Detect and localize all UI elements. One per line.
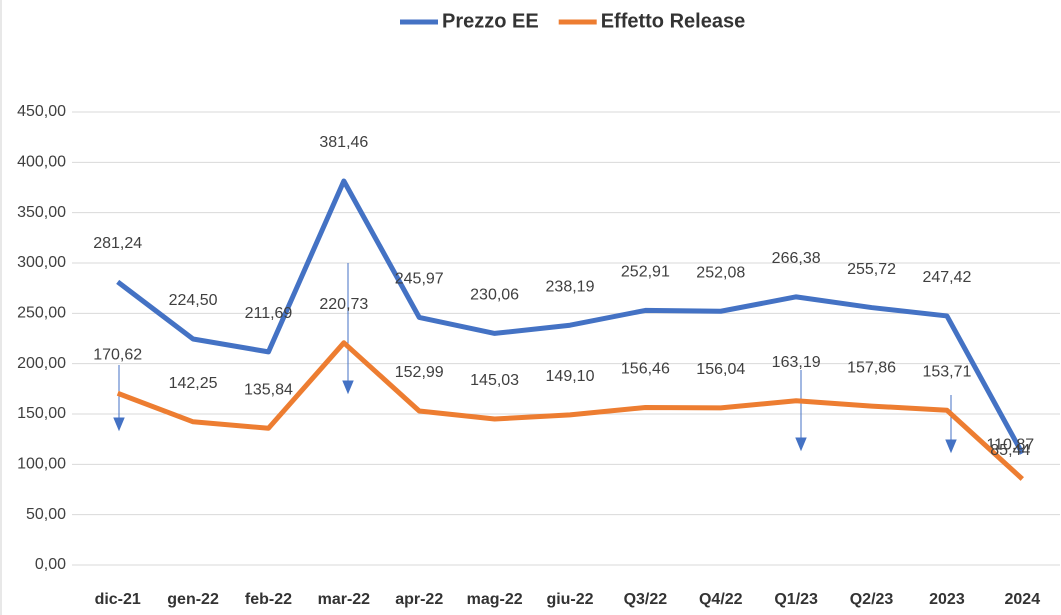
data-label: 211,69	[245, 305, 293, 322]
data-label: 245,97	[395, 271, 444, 288]
data-label: 149,10	[546, 368, 595, 385]
y-tick-label: 300,00	[17, 254, 66, 271]
data-label: 110,87	[986, 437, 1034, 454]
data-label: 145,03	[470, 372, 519, 389]
data-label: 152,99	[395, 364, 444, 381]
data-label: 255,72	[847, 261, 896, 278]
y-tick-label: 100,00	[17, 456, 66, 473]
y-tick-label: 0,00	[35, 556, 66, 573]
legend-label: Effetto Release	[601, 10, 746, 32]
x-tick-label: Q4/22	[699, 591, 743, 608]
data-label: 163,19	[772, 354, 821, 371]
data-label: 142,25	[169, 375, 218, 392]
data-label: 170,62	[93, 346, 142, 363]
data-label: 230,06	[470, 287, 519, 304]
x-tick-label: dic-21	[95, 591, 141, 608]
line-series	[116, 340, 1024, 481]
data-label: 156,04	[696, 361, 745, 378]
data-label: 85,44	[990, 442, 1030, 459]
data-label: 224,50	[169, 292, 218, 309]
data-label: 266,38	[772, 250, 821, 267]
data-label: 281,24	[93, 235, 142, 252]
arrows	[113, 263, 957, 454]
data-label: 238,19	[546, 278, 595, 295]
y-tick-label: 250,00	[17, 305, 66, 322]
x-tick-label: feb-22	[245, 591, 292, 608]
x-tick-label: Q1/23	[774, 591, 818, 608]
x-tick-label: 2023	[929, 591, 965, 608]
x-tick-label: mag-22	[467, 591, 523, 608]
data-label: 157,86	[847, 359, 896, 376]
data-label: 252,91	[621, 264, 670, 281]
x-tick-label: giu-22	[546, 591, 593, 608]
x-tick-label: Q3/22	[624, 591, 668, 608]
data-label: 247,42	[922, 269, 971, 286]
y-tick-label: 50,00	[26, 506, 66, 523]
y-tick-label: 150,00	[17, 405, 66, 422]
data-label: 156,46	[621, 361, 670, 378]
data-label: 252,08	[696, 264, 745, 281]
x-tick-label: Q2/23	[850, 591, 894, 608]
data-label: 135,84	[244, 381, 293, 398]
x-tick-label: gen-22	[167, 591, 219, 608]
x-tick-label: apr-22	[395, 591, 443, 608]
x-tick-label: 2024	[1005, 591, 1041, 608]
data-label: 220,73	[319, 296, 368, 313]
line-series	[116, 178, 1025, 455]
y-tick-label: 400,00	[17, 154, 66, 171]
legend-label: Prezzo EE	[442, 10, 539, 32]
data-label: 153,71	[922, 363, 971, 380]
x-tick-label: mar-22	[318, 591, 371, 608]
y-tick-label: 450,00	[17, 103, 66, 120]
data-label: 381,46	[319, 134, 368, 151]
y-tick-label: 350,00	[17, 204, 66, 221]
y-tick-label: 200,00	[17, 355, 66, 372]
